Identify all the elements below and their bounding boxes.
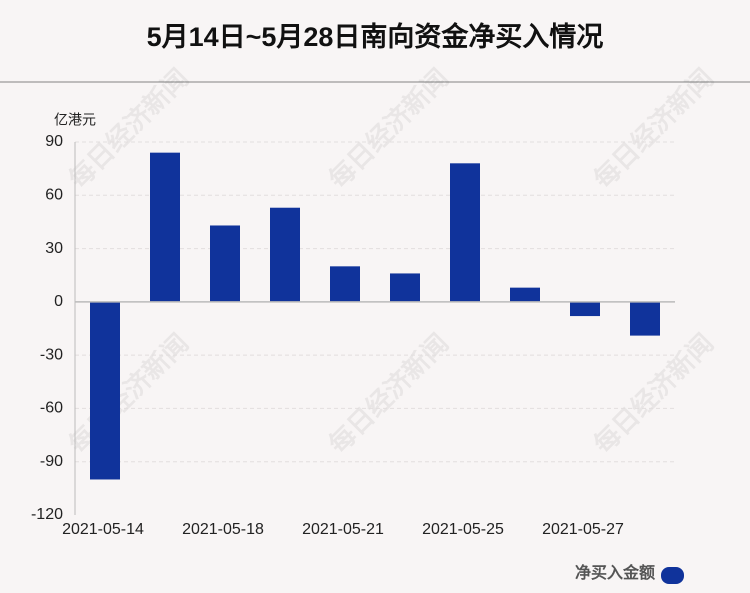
y-tick-label: -60 xyxy=(40,400,63,417)
legend-label: 净买入金额 xyxy=(575,563,655,582)
y-tick-label: -30 xyxy=(40,346,63,363)
bar xyxy=(630,301,660,336)
y-tick-label: 60 xyxy=(45,187,63,204)
y-tick-label: -90 xyxy=(40,453,63,470)
x-tick-label: 2021-05-14 xyxy=(62,521,144,538)
x-tick-label: 2021-05-18 xyxy=(182,521,264,538)
bar xyxy=(510,287,540,302)
legend-swatch xyxy=(661,567,684,584)
bar xyxy=(270,207,300,302)
bar xyxy=(210,225,240,302)
y-tick-label: 0 xyxy=(54,293,63,310)
bar xyxy=(150,152,180,302)
x-tick-label: 2021-05-21 xyxy=(302,521,384,538)
bar xyxy=(570,301,600,317)
x-tick-label: 2021-05-25 xyxy=(422,521,504,538)
y-tick-label: 90 xyxy=(45,133,63,150)
bar xyxy=(390,273,420,302)
chart-title: 5月14日~5月28日南向资金净买入情况 xyxy=(147,21,604,52)
y-tick-label: 30 xyxy=(45,240,63,257)
y-tick-label: -120 xyxy=(31,506,63,523)
x-tick-label: 2021-05-27 xyxy=(542,521,624,538)
bar xyxy=(450,163,480,302)
bar xyxy=(90,301,120,480)
bar xyxy=(330,266,360,302)
y-unit: 亿港元 xyxy=(54,112,96,128)
